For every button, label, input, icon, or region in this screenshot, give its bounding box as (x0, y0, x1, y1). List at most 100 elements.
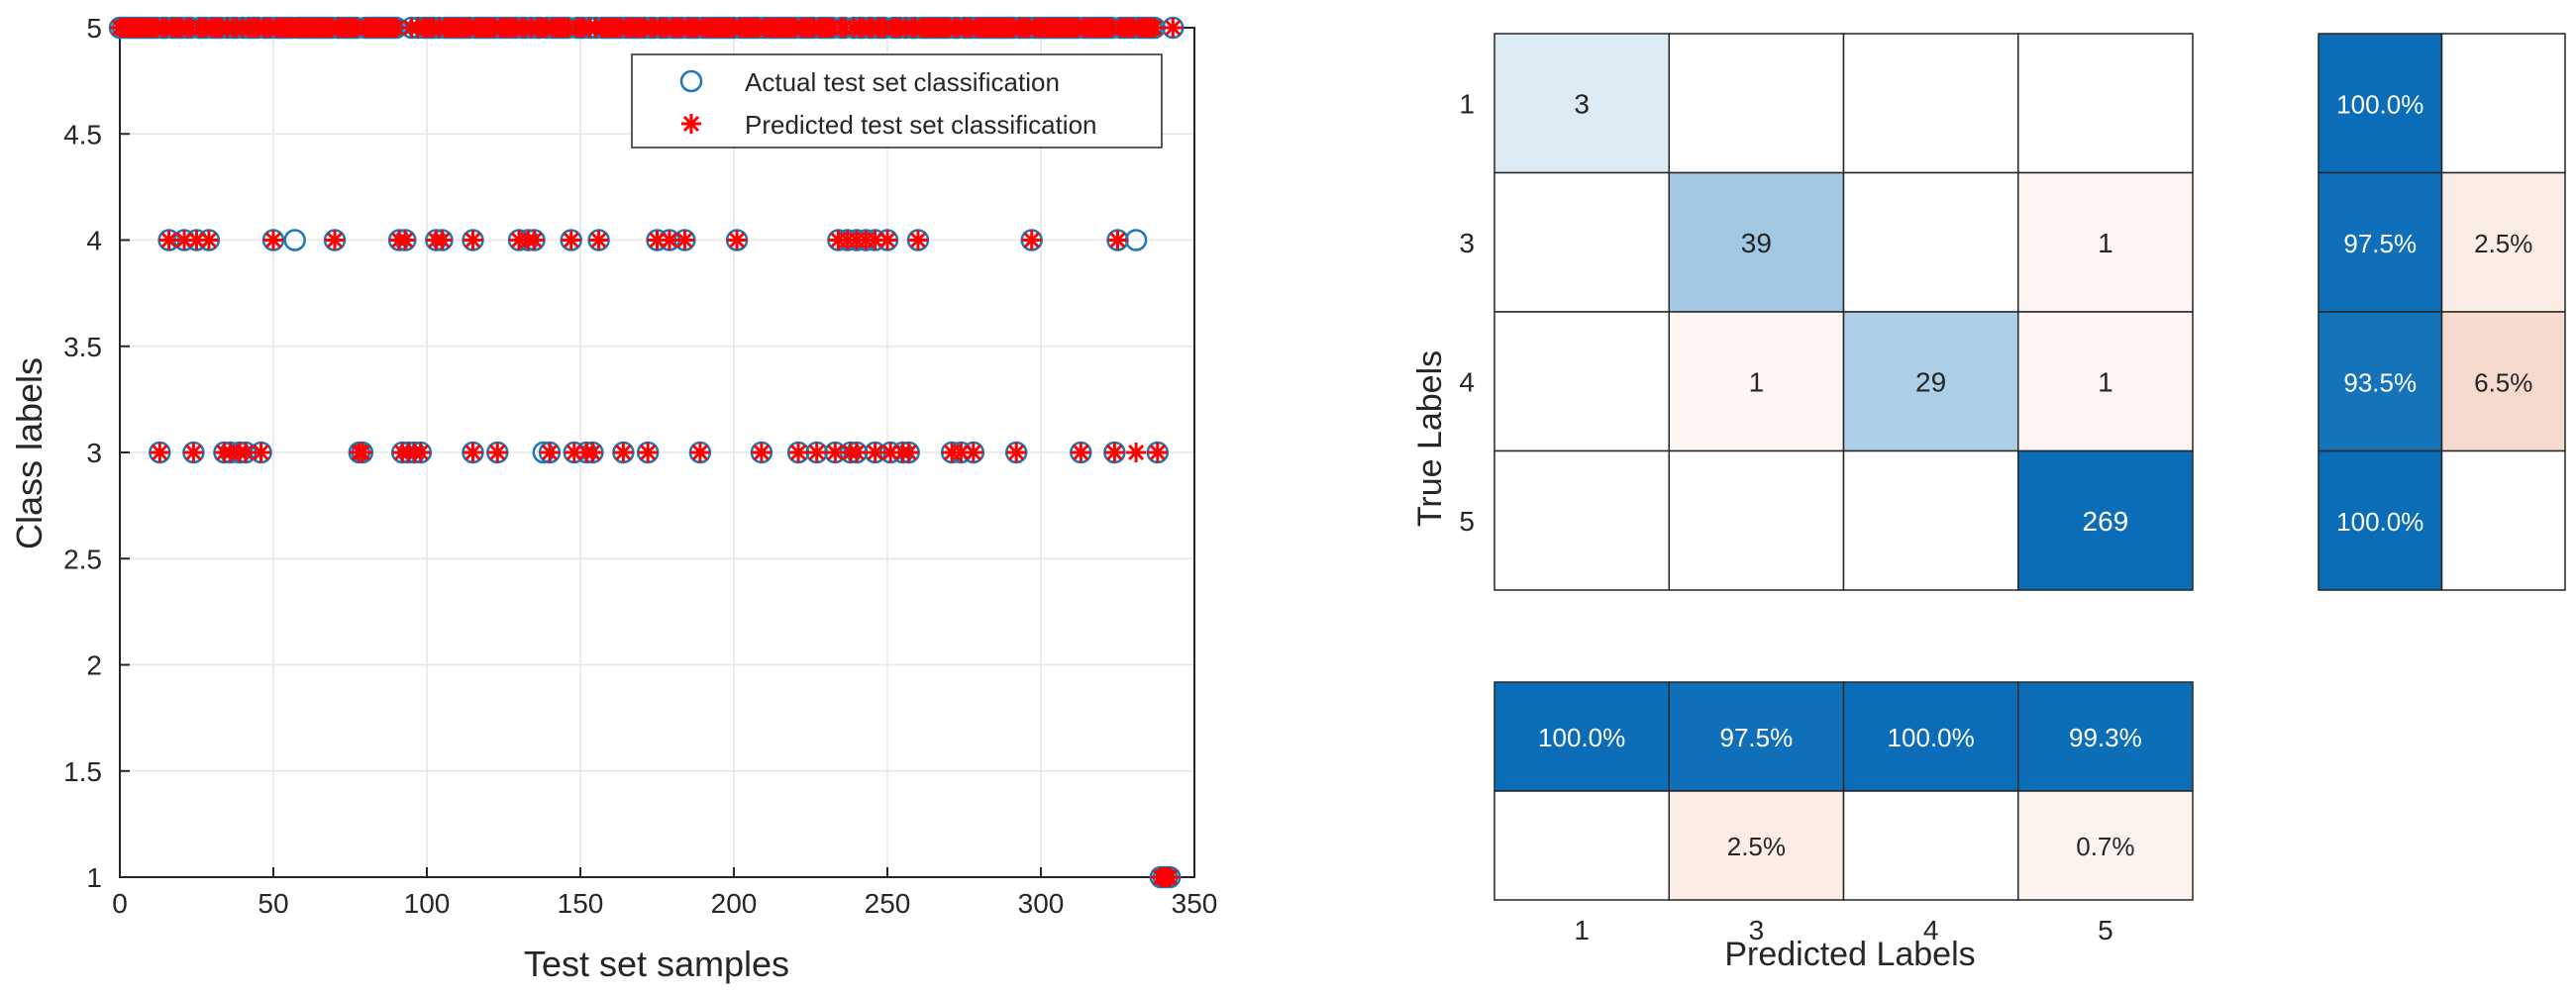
predicted-point (908, 230, 928, 250)
y-tick-label: 4.5 (63, 119, 102, 149)
predicted-point (1006, 443, 1027, 462)
predicted-point (325, 230, 345, 250)
row-summary-cell (2318, 449, 2443, 591)
predicted-point (487, 443, 508, 462)
scatter-points (108, 16, 1185, 889)
row-summary-cell (2440, 449, 2566, 591)
row-summary-cell (2318, 171, 2443, 313)
predicted-point (386, 18, 406, 38)
predicted-point (463, 230, 483, 250)
legend-actual-label: Actual test set classification (745, 67, 1060, 97)
cm-cell (1668, 171, 1845, 313)
y-tick-label: 3.5 (63, 332, 102, 362)
cm-cell (2017, 171, 2194, 313)
x-tick-label: 350 (1172, 888, 1218, 919)
y-tick-label: 4 (86, 226, 102, 256)
column-summary-cell (1494, 790, 1670, 901)
predicted-point (1126, 443, 1147, 462)
cm-row-tick-label: 1 (1459, 88, 1475, 119)
predicted-point (865, 230, 885, 250)
y-tick-label: 1.5 (63, 756, 102, 787)
cm-cell (1494, 311, 1670, 452)
actual-point (283, 229, 306, 251)
row-summary-cell (2440, 171, 2566, 313)
cm-col-tick-label: 5 (2098, 915, 2113, 945)
cm-cell-value: 29 (1915, 366, 1946, 397)
cm-cell-value: 1 (2098, 228, 2113, 258)
x-axis-label: Test set samples (524, 944, 789, 984)
predicted-point (788, 443, 809, 462)
column-summary-value: 97.5% (1720, 723, 1794, 752)
predicted-point (588, 230, 609, 250)
column-summary-cell (1668, 681, 1845, 792)
predicted-point (432, 230, 453, 250)
x-tick-label: 0 (112, 888, 128, 919)
predicted-point (1144, 18, 1165, 38)
predicted-point (1147, 443, 1168, 462)
cm-cell (1668, 449, 1845, 591)
predicted-point (1104, 443, 1125, 462)
cm-cell-value: 1 (1749, 366, 1765, 397)
predicted-point (540, 443, 560, 462)
cm-col-tick-label: 1 (1574, 915, 1590, 945)
row-summary-value: 93.5% (2343, 367, 2417, 397)
predicted-point (806, 443, 827, 462)
predicted-point (674, 230, 695, 250)
row-summary-cell (2318, 311, 2443, 452)
predicted-point (352, 443, 372, 462)
predicted-point (751, 443, 772, 462)
row-summary-value: 6.5% (2474, 367, 2532, 397)
predicted-point (251, 443, 271, 462)
row-summary-value: 100.0% (2336, 89, 2423, 119)
predicted-point (880, 443, 901, 462)
x-tick-label: 300 (1018, 888, 1065, 919)
cm-cell-value: 3 (1574, 88, 1590, 119)
predicted-point (963, 443, 983, 462)
cm-cell (2017, 311, 2194, 452)
predicted-point (524, 230, 545, 250)
cm-row-tick-label: 5 (1459, 506, 1475, 537)
cm-row-tick-label: 3 (1459, 228, 1475, 258)
predicted-point (613, 443, 634, 462)
predicted-point (463, 443, 483, 462)
column-summary-value: 99.3% (2069, 723, 2142, 752)
predicted-point (158, 230, 179, 250)
cm-cell (1494, 33, 1670, 174)
y-tick-label: 3 (86, 438, 102, 468)
column-summary-value: 100.0% (1538, 723, 1625, 752)
predicted-point (236, 443, 257, 462)
cm-cell (2017, 33, 2194, 174)
cm-cell (1842, 171, 2019, 313)
x-tick-label: 250 (865, 888, 911, 919)
cm-row-tick-label: 4 (1459, 366, 1475, 397)
confusion-matrix-ticks: 1 3 4 5 1 3 4 5 (1459, 88, 2112, 945)
x-tick-label: 200 (711, 888, 758, 919)
cm-cell-value: 39 (1741, 228, 1772, 258)
column-summary: 100.0% 97.5% 100.0% 99.3% 2.5% 0.7% (1494, 681, 2194, 901)
legend-actual-marker (679, 69, 703, 93)
predicted-point (395, 230, 416, 250)
row-summary-cell (2440, 311, 2566, 452)
cm-cell (1842, 449, 2019, 591)
cm-cell (1668, 33, 1845, 174)
predicted-point (198, 230, 219, 250)
cm-cell (1494, 171, 1670, 313)
predicted-point (847, 443, 867, 462)
legend: Actual test set classification Predicted… (631, 53, 1163, 149)
y-axis-label: Class labels (9, 357, 50, 549)
predicted-point (561, 230, 581, 250)
predicted-point (898, 443, 919, 462)
predicted-point (638, 443, 659, 462)
cm-y-axis-label: True Labels (1411, 350, 1449, 527)
predicted-point (183, 443, 204, 462)
row-summary-value: 2.5% (2474, 229, 2532, 258)
cm-cell (1494, 449, 1670, 591)
column-summary-value: 100.0% (1888, 723, 1975, 752)
legend-box (631, 53, 1163, 149)
row-summary-cell (2440, 33, 2566, 174)
y-tick-label: 1 (86, 862, 102, 893)
predicted-point (727, 230, 748, 250)
predicted-point (1071, 443, 1091, 462)
